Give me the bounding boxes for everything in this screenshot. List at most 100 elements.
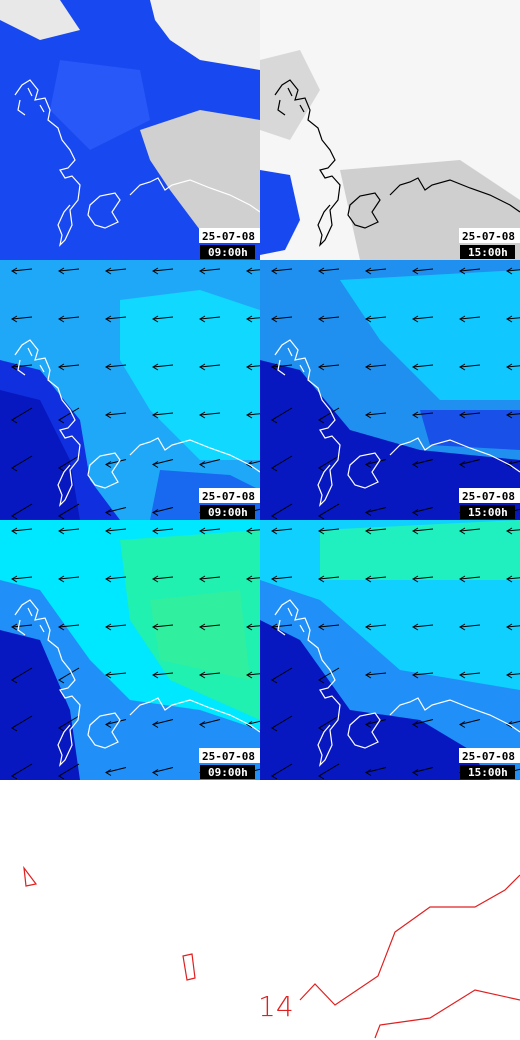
wind-arrow [58,363,80,371]
arrow-shaft [105,507,127,513]
wind-arrow [506,267,520,275]
arrow-shaft [459,672,481,676]
map-panel: 25-07-08 15:00h [260,260,520,520]
wind-arrow [199,411,221,419]
arrow-shaft [365,412,387,416]
wind-arrow [58,667,80,684]
arrow-shaft [199,672,221,676]
wind-arrow [271,267,293,275]
contour-label: 14 [258,990,294,1023]
wind-arrow [459,315,481,323]
arrow-head [271,772,278,780]
date-box [459,228,520,243]
arrow-shaft [152,316,174,320]
arrow-head [246,623,253,631]
wind-arrow [506,411,520,419]
wind-arrow [271,455,293,472]
wind-arrow [152,767,174,776]
wind-arrow [246,720,260,728]
arrow-head [271,267,278,275]
arrow-shaft [105,528,127,532]
arrow-shaft [105,576,127,580]
field-region [0,630,80,780]
arrow-head [412,411,419,419]
arrow-shaft [152,528,174,532]
wind-arrow [199,267,221,275]
wind-arrow [152,459,174,468]
wind-arrow [11,455,33,472]
wind-arrow [318,407,340,424]
date-label: 25-07-08 [202,230,255,243]
arrow-shaft [152,624,174,628]
field-region [150,590,250,680]
arrow-shaft [318,624,340,628]
date-label: 25-07-08 [202,490,255,503]
arrow-head [105,267,112,275]
arrow-head [459,363,466,371]
wind-arrow [412,507,434,516]
wind-arrow [318,715,340,732]
wind-arrow [318,575,340,583]
arrow-head [412,769,419,776]
arrow-head [506,721,513,728]
arrow-head [199,671,206,679]
wind-arrow [11,503,33,520]
wind-arrow [152,363,174,371]
arrow-head [459,721,466,728]
date-box [459,488,520,503]
arrow-shaft [459,364,481,368]
arrow-shaft [412,672,434,676]
arrow-head [11,464,18,472]
arrow-head [199,363,206,371]
arrow-head [506,363,513,371]
arrow-shaft [365,528,387,532]
wind-arrow [246,671,260,679]
arrow-shaft [318,364,340,368]
arrow-shaft [365,719,387,725]
arrow-shaft [365,268,387,272]
arrow-shaft [152,507,174,513]
arrow-head [152,509,159,516]
arrow-shaft [318,528,340,532]
wind-arrow [365,411,387,419]
date-label: 25-07-08 [202,750,255,763]
arrow-shaft [58,576,80,580]
arrow-head [152,575,159,583]
wind-arrow [11,527,33,535]
arrow-head [246,575,253,583]
arrow-head [152,671,159,679]
wind-arrow [459,671,481,679]
arrow-head [459,411,466,419]
arrow-head [11,575,18,583]
wind-arrow [58,407,80,424]
wind-arrow [199,315,221,323]
arrow-shaft [199,576,221,580]
arrow-head [246,721,253,728]
arrow-head [459,461,466,468]
map-panel: 25-07-08 09:00h [0,520,260,780]
wind-arrow [199,575,221,583]
contour-line [182,953,196,981]
arrow-shaft [459,576,481,580]
date-label: 25-07-08 [462,230,515,243]
wind-arrow [412,527,434,535]
wind-arrow [271,407,293,424]
arrow-head [506,527,513,535]
arrow-head [105,461,112,468]
arrow-shaft [199,528,221,532]
field-region [420,410,520,450]
arrow-shaft [246,720,260,725]
wind-arrow [152,575,174,583]
arrow-head [58,363,65,371]
wind-arrow [11,315,33,323]
arrow-shaft [58,316,80,320]
wind-arrow [318,623,340,631]
wind-arrow [506,623,520,631]
arrow-head [412,363,419,371]
arrow-head [152,527,159,535]
arrow-head [11,267,18,275]
wind-arrow [246,315,260,323]
wind-arrow [58,455,80,472]
wind-arrow [11,623,33,631]
arrow-shaft [365,507,387,513]
